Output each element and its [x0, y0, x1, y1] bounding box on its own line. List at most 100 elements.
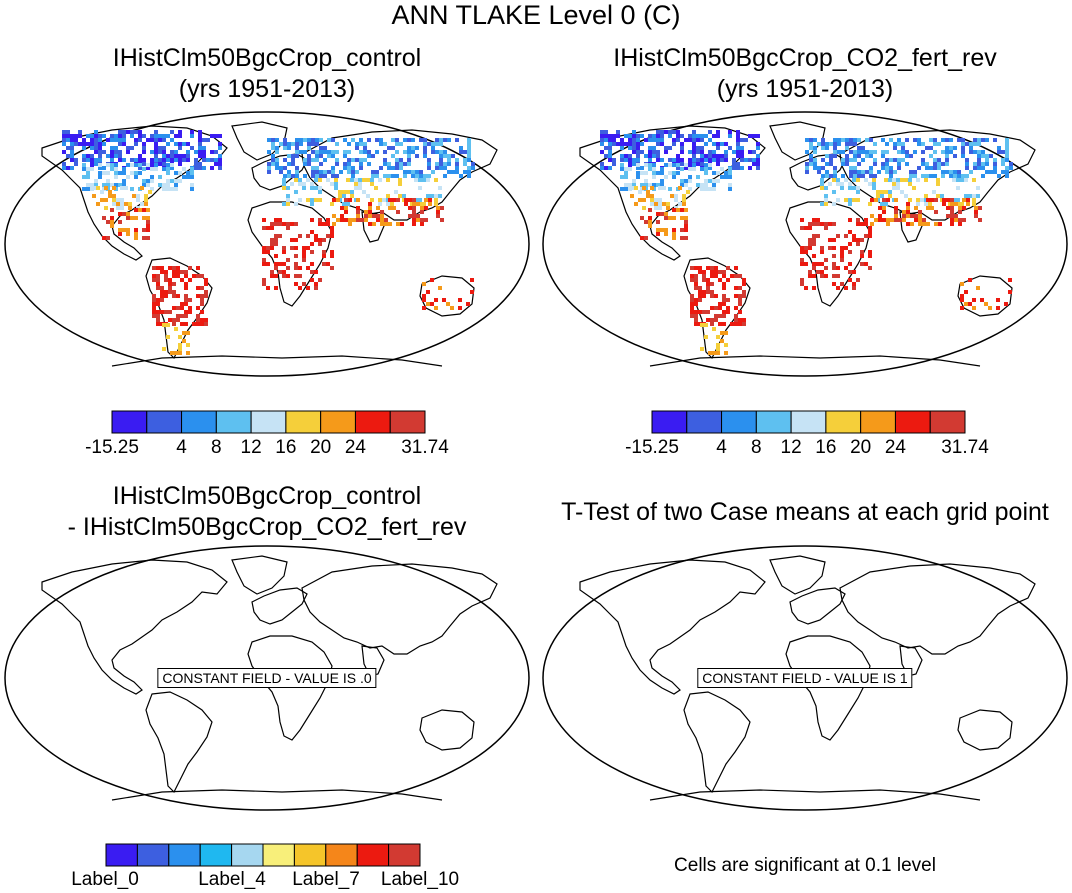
lake-cell: [331, 170, 335, 174]
lake-cell: [624, 167, 628, 171]
lake-cell: [656, 171, 660, 175]
lake-cell: [158, 146, 162, 150]
lake-cell: [640, 142, 644, 146]
lake-cell: [698, 290, 702, 294]
lake-cell: [985, 154, 989, 158]
lake-cell: [921, 174, 925, 178]
lake-cell: [704, 335, 708, 339]
lake-cell: [190, 171, 194, 175]
lake-cell: [343, 154, 347, 158]
lake-cell: [716, 130, 720, 134]
lake-cell: [262, 258, 266, 262]
lake-cell: [200, 310, 204, 314]
lake-cell: [415, 146, 419, 150]
lake-cell: [993, 166, 997, 170]
lake-cell: [467, 170, 471, 174]
lake-cell: [295, 150, 299, 154]
lake-cell: [206, 138, 210, 142]
lake-cell: [849, 174, 853, 178]
lake-cell: [968, 278, 972, 282]
lake-cell: [877, 170, 881, 174]
lake-cell: [849, 150, 853, 154]
lake-cell: [878, 214, 882, 218]
lake-cell: [965, 166, 969, 170]
lake-cell: [978, 218, 982, 222]
lake-cell: [800, 282, 804, 286]
lake-cell: [906, 222, 910, 226]
lake-cell: [134, 130, 138, 134]
lake-cell: [70, 138, 74, 142]
lake-cell: [200, 298, 204, 302]
lake-cell: [278, 234, 282, 238]
lake-cell: [680, 228, 684, 232]
lake-cell: [419, 170, 423, 174]
lake-cell: [350, 190, 354, 194]
lake-cell: [652, 134, 656, 138]
lake-cell: [286, 258, 290, 262]
coastline-path: [769, 555, 826, 595]
lake-cell: [124, 202, 128, 206]
lake-cell: [86, 187, 90, 191]
lake-cell: [110, 163, 114, 167]
lake-cell: [78, 130, 82, 134]
lake-cell: [640, 216, 644, 220]
lake-cell: [930, 198, 934, 202]
lake-cell: [303, 174, 307, 178]
lake-cell: [937, 162, 941, 166]
lake-cell: [190, 130, 194, 134]
lake-cell: [632, 138, 636, 142]
lake-cell: [660, 134, 664, 138]
lake-cell: [680, 216, 684, 220]
lake-cell: [434, 306, 438, 310]
lake-cell: [176, 274, 180, 278]
lake-cell: [636, 146, 640, 150]
colorbar-box: [356, 843, 390, 867]
lake-cell: [672, 158, 676, 162]
lake-cell: [188, 298, 192, 302]
lake-cell: [319, 146, 323, 150]
lake-cell: [428, 202, 432, 206]
lake-cell: [168, 286, 172, 290]
lake-cell: [94, 162, 98, 166]
lake-cell: [62, 162, 66, 166]
lake-cell: [114, 183, 118, 187]
lake-cell: [644, 163, 648, 167]
lake-cell: [451, 154, 455, 158]
lake-cell: [198, 154, 202, 158]
lake-cell: [840, 182, 844, 186]
lake-cell: [900, 178, 904, 182]
lake-cell: [427, 174, 431, 178]
lake-cell: [422, 202, 426, 206]
colorbar-2-label-4: 16: [815, 437, 837, 458]
colorbar-box: [755, 410, 792, 434]
lake-cell: [692, 158, 696, 162]
lake-cell: [714, 318, 718, 322]
colorbar-2-label-0: -15.25: [625, 437, 679, 458]
lake-cell: [348, 198, 352, 202]
lake-cell: [262, 278, 266, 282]
lake-cell: [170, 154, 174, 158]
lake-cell: [726, 306, 730, 310]
lake-cell: [660, 142, 664, 146]
lake-cell: [204, 318, 208, 322]
lake-cell: [192, 322, 196, 326]
lake-cell: [164, 270, 168, 274]
colorbar-box: [262, 843, 295, 867]
lake-cell: [688, 179, 692, 183]
lake-cell: [712, 183, 716, 187]
lake-cell: [734, 314, 738, 318]
lake-cell: [166, 167, 170, 171]
lake-cell: [154, 142, 158, 146]
lake-cell: [152, 298, 156, 302]
lake-cell: [624, 183, 628, 187]
lake-cell: [977, 162, 981, 166]
lake-cell: [869, 166, 873, 170]
lake-cell: [392, 198, 396, 202]
lake-cell: [730, 274, 734, 278]
lake-cell: [825, 162, 829, 166]
lake-cell: [368, 206, 372, 210]
lake-cell: [192, 274, 196, 278]
lake-cell: [706, 290, 710, 294]
lake-cell: [868, 250, 872, 254]
lake-cell: [112, 198, 116, 202]
